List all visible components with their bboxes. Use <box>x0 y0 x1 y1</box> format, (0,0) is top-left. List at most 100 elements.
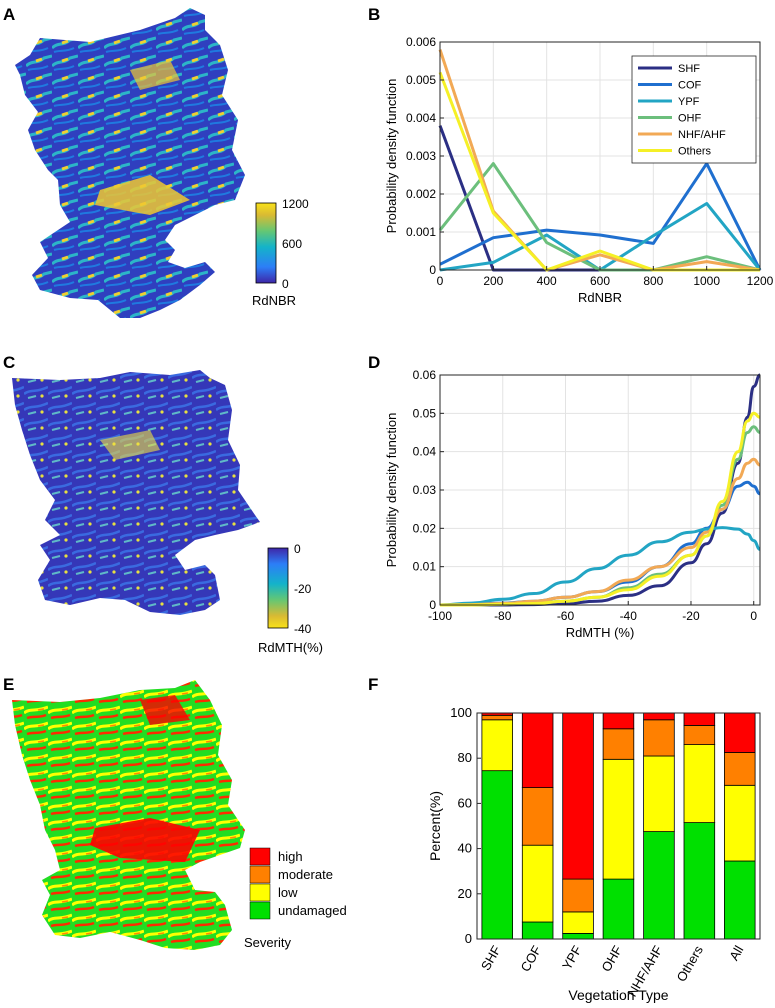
chart-f-bar-low-all <box>724 784 756 862</box>
chart-b-legend-label: OHF <box>678 113 702 125</box>
chart-f-bar-high-nhf-ahf <box>643 712 675 721</box>
chart-f-bar-high-all <box>724 712 756 753</box>
chart-f-ytick-label: 40 <box>458 841 472 856</box>
chart-b-xtick-label: 800 <box>643 274 663 288</box>
legend-swatch-moderate <box>249 865 271 884</box>
map-a: 1200 600 0 RdNBR <box>15 8 309 318</box>
chart-b-legend-label: Others <box>678 146 712 158</box>
panel-letter-e: E <box>3 675 14 694</box>
chart-b-ytick-label: 0 <box>429 263 436 277</box>
colorbar-a-tick: 1200 <box>282 197 309 211</box>
chart-b-xtick-label: 400 <box>537 274 557 288</box>
panel-letter-c: C <box>3 353 15 372</box>
colorbar-c-tick: -40 <box>294 622 312 636</box>
legend-label-low: low <box>278 885 298 900</box>
map-e-region <box>12 680 245 950</box>
chart-b-legend <box>631 55 757 164</box>
map-c-hot-patch <box>100 430 160 460</box>
chart-f-bar-low-nhf-ahf <box>643 755 675 833</box>
severity-legend: high moderate low undamaged Severity <box>244 847 347 950</box>
map-a-region <box>15 8 245 318</box>
chart-f-bar-undamaged-cof <box>521 921 554 940</box>
chart-d-xtick-label: 0 <box>750 609 757 623</box>
map-c-region <box>12 370 260 615</box>
chart-b-line-cof <box>439 162 762 271</box>
panel-letter-b: B <box>368 5 380 24</box>
chart-b-ytick-label: 0.006 <box>406 35 436 49</box>
chart-d-ytick-label: 0.02 <box>413 521 437 535</box>
chart-b-ytick-label: 0.001 <box>406 225 436 239</box>
chart-b: 0 0.001 0.002 0.003 0.004 0.005 0.006 0 200 400 60… <box>384 35 774 305</box>
chart-f: SHF COF YPF OHF NHF/AHF Others All020406080100… <box>427 705 761 1003</box>
chart-d-ytick-label: 0.05 <box>413 406 437 420</box>
colorbar-c-tick: 0 <box>294 542 301 556</box>
chart-b-xlabel: RdNBR <box>578 290 622 305</box>
chart-f-bar-moderate-nhf-ahf <box>643 719 675 757</box>
chart-f-bar-low-cof <box>521 844 554 923</box>
chart-d-ytick-label: 0 <box>429 598 436 612</box>
colorbar-a-tick: 600 <box>282 237 302 251</box>
chart-b-ytick-label: 0.004 <box>406 111 436 125</box>
chart-b-ytick-label: 0.005 <box>406 73 436 87</box>
colorbar-c <box>267 547 289 629</box>
chart-b-legend-label: YPF <box>678 96 700 108</box>
chart-f-ytick-label: 100 <box>450 705 472 720</box>
chart-b-xtick-label: 600 <box>590 274 610 288</box>
chart-f-bar-moderate-cof <box>521 787 554 846</box>
chart-d-line-others <box>440 411 761 607</box>
chart-d-line-ypf <box>439 526 761 607</box>
chart-f-ytick-label: 60 <box>458 795 472 810</box>
chart-b-legend-label: SHF <box>678 63 700 75</box>
map-e-high-patch <box>140 695 190 725</box>
chart-b-ytick-label: 0.002 <box>406 187 436 201</box>
chart-f-bar-low-others <box>683 744 716 823</box>
legend-label-high: high <box>278 849 303 864</box>
chart-f-ytick-label: 0 <box>465 931 472 946</box>
chart-d-ytick-label: 0.06 <box>413 368 437 382</box>
chart-d-xtick-label: -80 <box>494 609 512 623</box>
chart-f-bar-moderate-ypf <box>562 878 594 913</box>
chart-f-bar-low-ohf <box>602 758 635 880</box>
chart-f-category-label: OHF <box>598 943 625 974</box>
legend-swatch-low <box>249 883 271 902</box>
legend-label-undamaged: undamaged <box>278 903 347 918</box>
panel-letter-d: D <box>368 353 380 372</box>
chart-f-bar-low-ypf <box>562 911 594 934</box>
chart-f-category-label: Others <box>673 943 706 985</box>
chart-f-bar-undamaged-shf <box>481 770 513 940</box>
chart-f-bar-high-cof <box>521 712 554 788</box>
chart-d-xtick-label: -100 <box>428 609 452 623</box>
map-a-hot-patch <box>95 175 190 215</box>
chart-f-bar-high-ohf <box>602 712 635 730</box>
map-e-high-patch <box>90 818 200 862</box>
chart-b-xtick-label: 1000 <box>693 274 720 288</box>
chart-f-ytick-label: 80 <box>458 750 472 765</box>
chart-b-xtick-label: 200 <box>483 274 503 288</box>
chart-f-ytick-label: 20 <box>458 886 472 901</box>
map-e: high moderate low undamaged Severity <box>12 680 347 950</box>
chart-b-ylabel: Probability density function <box>384 79 399 234</box>
chart-d-ylabel: Probability density function <box>384 413 399 568</box>
map-a-hot-patch <box>130 60 180 90</box>
chart-d-xtick-label: -40 <box>620 609 638 623</box>
chart-b-legend-label: NHF/AHF <box>678 129 726 141</box>
colorbar-a <box>255 202 277 284</box>
chart-b-xtick-label: 0 <box>437 274 444 288</box>
chart-f-category-label: SHF <box>478 943 504 973</box>
map-c: 0 -20 -40 RdMTH(%) <box>12 370 323 655</box>
chart-f-bar-high-others <box>683 712 716 726</box>
chart-f-bar-undamaged-ypf <box>562 933 594 940</box>
chart-d-xtick-label: -60 <box>557 609 575 623</box>
colorbar-c-tick: -20 <box>294 582 312 596</box>
chart-f-bar-undamaged-nhf-ahf <box>643 831 675 940</box>
chart-f-ylabel: Percent(%) <box>427 791 443 861</box>
colorbar-a-label: RdNBR <box>252 293 296 308</box>
severity-legend-title: Severity <box>244 935 291 950</box>
chart-f-bar-moderate-shf <box>481 714 513 721</box>
chart-d: 0 0.01 0.02 0.03 0.04 0.05 0.06 -100 -80 -60 -40 -2… <box>384 368 761 640</box>
chart-f-axes-frame <box>476 712 761 940</box>
legend-swatch-high <box>249 847 271 866</box>
legend-label-moderate: moderate <box>278 867 333 882</box>
chart-d-ytick-label: 0.01 <box>413 560 437 574</box>
